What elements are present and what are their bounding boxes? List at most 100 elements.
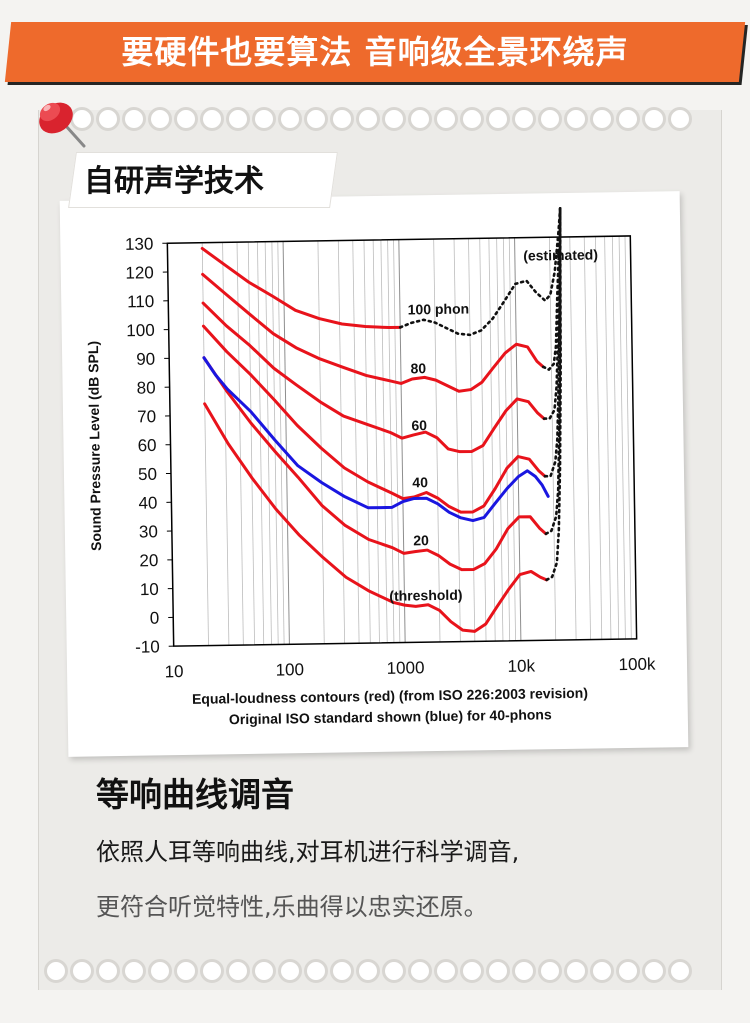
binder-hole [616, 959, 640, 983]
binder-hole [408, 959, 432, 983]
chart-annotation: 100 phon [408, 300, 470, 317]
grid-line-minor [468, 238, 476, 642]
grid-line-minor [496, 238, 504, 642]
binder-hole [174, 959, 198, 983]
y-tick-label: 80 [137, 378, 156, 397]
binder-hole [434, 959, 458, 983]
binder-hole [122, 959, 146, 983]
binder-hole [382, 959, 406, 983]
grid-line-minor [372, 239, 380, 643]
grid-line-minor [624, 236, 632, 639]
chart-annotation: 20 [413, 532, 429, 548]
grid-line-minor [363, 240, 371, 644]
grid-line-minor [604, 236, 612, 640]
y-tick-label: -10 [135, 637, 160, 656]
binder-hole [304, 959, 328, 983]
grid-line-minor [595, 236, 603, 640]
grid-line-minor [380, 239, 388, 643]
grid-line-minor [257, 241, 265, 645]
binder-hole [356, 107, 380, 131]
y-tick-label: 10 [140, 580, 159, 599]
chart-annotation: 60 [411, 417, 427, 433]
grid-line-minor [222, 242, 230, 646]
binder-hole [564, 959, 588, 983]
binder-hole [512, 959, 536, 983]
grid-line-minor [479, 238, 487, 642]
y-tick-label: 110 [127, 292, 154, 311]
grid-line-minor [271, 241, 279, 645]
y-tick-label: 50 [138, 465, 157, 484]
x-tick-label: 100 [275, 660, 304, 679]
x-tick-label: 10 [164, 662, 183, 681]
binder-hole [668, 959, 692, 983]
grid-line-minor [488, 238, 496, 642]
binder-hole [278, 107, 302, 131]
binder-hole [460, 959, 484, 983]
grid-line-minor [569, 236, 577, 640]
binder-hole [44, 959, 68, 983]
description-line-2: 更符合听觉特性,乐曲得以忠实还原。 [96, 893, 488, 921]
binder-hole [564, 107, 588, 131]
grid-line-minor [548, 237, 557, 641]
grid-line-minor [611, 236, 620, 640]
binder-hole [278, 959, 302, 983]
binder-hole [356, 959, 380, 983]
binder-hole [96, 107, 120, 131]
banner-title: 要硬件也要算法 音响级全景环绕声 [121, 33, 629, 71]
binder-hole [200, 107, 224, 131]
binder-hole [408, 107, 432, 131]
grid-line-minor [433, 239, 441, 642]
binder-hole [460, 107, 484, 131]
grid-line-minor [387, 239, 395, 643]
grid-line-minor [618, 236, 626, 640]
binder-hole [330, 959, 354, 983]
binder-hole [174, 107, 198, 131]
series-80-line [201, 272, 545, 393]
series-100-phon-dotted [398, 206, 562, 337]
grid-line-minor [236, 242, 244, 646]
grid-line-minor [453, 238, 461, 642]
grid-line-major [282, 241, 290, 645]
grid-line-minor [393, 239, 401, 643]
y-tick-label: 100 [126, 321, 155, 340]
binder-hole [330, 107, 354, 131]
binder-hole [122, 107, 146, 131]
y-tick-label: 70 [137, 407, 156, 426]
x-axis-label-2: Original ISO standard shown (blue) for 4… [229, 706, 552, 727]
y-tick-label: 30 [139, 522, 158, 541]
series-60-line [201, 301, 546, 454]
y-tick-label: 0 [150, 609, 160, 628]
grid-line-minor [337, 240, 346, 644]
grid-line-minor [317, 240, 325, 644]
binder-hole [200, 959, 224, 983]
x-tick-label: 10k [507, 656, 535, 675]
binder-hole [668, 107, 692, 131]
y-tick-label: 60 [137, 436, 156, 455]
binder-hole [226, 959, 250, 983]
pushpin-icon [39, 102, 86, 148]
y-tick-label: 20 [139, 551, 158, 570]
series-threshold-dotted [545, 206, 562, 582]
x-axis-label: Equal-loudness contours (red) (from ISO … [192, 685, 588, 707]
grid-line-minor [508, 237, 516, 641]
binder-hole [304, 107, 328, 131]
grid-line-minor [583, 236, 591, 640]
binder-hole [486, 959, 510, 983]
grid-line-minor [247, 241, 255, 645]
chart-annotation: (estimated) [523, 246, 598, 263]
series-40-original-iso-line [202, 356, 550, 523]
binder-holes-bottom [44, 958, 714, 984]
binder-hole [512, 107, 536, 131]
binder-holes-top [44, 106, 714, 132]
description-line-1: 依照人耳等响曲线,对耳机进行科学调音, [96, 838, 520, 866]
grid-line-minor [352, 240, 360, 644]
series-40-line [201, 324, 547, 514]
chart-annotation: 80 [410, 360, 426, 376]
chart-card: 130 120 110 100 90 80 70 60 50 40 30 20 10 0 -10 10 100 1… [59, 191, 689, 757]
grid-line-major [398, 239, 406, 643]
y-tick-label: 120 [125, 263, 154, 282]
section-label: 自研声学技术 [84, 164, 264, 199]
binder-hole [590, 959, 614, 983]
binder-hole [148, 107, 172, 131]
